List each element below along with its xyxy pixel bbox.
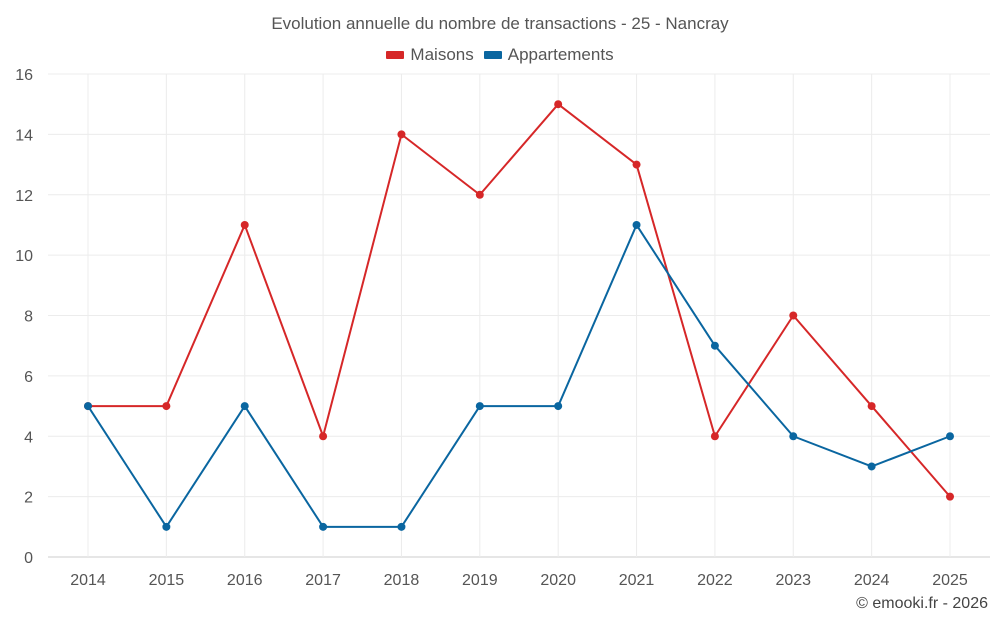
y-tick-label: 12 (15, 188, 33, 205)
credit: © emooki.fr - 2026 (856, 595, 988, 612)
data-point-appartements (84, 402, 92, 411)
x-tick-label: 2021 (619, 572, 655, 589)
data-point-maisons (946, 492, 954, 501)
y-tick-label: 14 (15, 127, 33, 144)
grid (48, 73, 990, 558)
x-tick-label: 2020 (540, 572, 576, 589)
y-tick-label: 6 (24, 369, 33, 386)
data-point-appartements (240, 402, 249, 411)
chart-title: Evolution annuelle du nombre de transact… (271, 14, 729, 33)
series-line-maisons (88, 103, 951, 498)
data-point-maisons (162, 402, 171, 411)
legend-item-maisons[interactable]: Maisons (386, 45, 474, 65)
legend: Maisons Appartements (0, 45, 1000, 65)
data-point-appartements (475, 402, 484, 411)
data-point-maisons (710, 432, 719, 441)
y-tick-label: 0 (24, 550, 33, 567)
y-tick-label: 4 (24, 429, 33, 446)
data-point-appartements (397, 522, 406, 531)
legend-swatch-appartements (483, 51, 502, 59)
y-tick-label: 10 (15, 248, 33, 265)
data-point-appartements (946, 432, 954, 441)
data-point-maisons (632, 160, 641, 169)
data-point-maisons (475, 190, 484, 199)
data-point-maisons (397, 130, 406, 139)
x-tick-label: 2018 (384, 572, 420, 589)
x-tick-label: 2025 (932, 572, 968, 589)
y-tick-label: 2 (24, 490, 33, 507)
x-tick-label: 2024 (854, 572, 890, 589)
x-tick-label: 2022 (697, 572, 733, 589)
data-point-appartements (867, 462, 876, 471)
data-point-maisons (867, 402, 876, 411)
data-point-appartements (632, 220, 641, 229)
legend-swatch-maisons (386, 51, 405, 59)
legend-label-maisons: Maisons (410, 45, 474, 64)
data-point-appartements (710, 341, 719, 350)
legend-item-appartements[interactable]: Appartements (483, 45, 614, 65)
axes: 0 2 4 6 8 10 12 14 16 2014 2015 2016 2017 2018 2019 202… (15, 67, 968, 589)
y-tick-label: 8 (24, 309, 33, 326)
data-point-appartements (554, 402, 563, 411)
series-layer (84, 100, 954, 531)
data-point-maisons (789, 311, 798, 320)
data-point-appartements (789, 432, 798, 441)
data-point-maisons (554, 100, 563, 109)
x-tick-label: 2023 (775, 572, 811, 589)
series-line-appartements (87, 223, 951, 528)
x-tick-label: 2014 (70, 572, 106, 589)
x-tick-label: 2017 (305, 572, 341, 589)
x-tick-label: 2015 (149, 572, 185, 589)
data-point-appartements (319, 522, 328, 531)
x-tick-label: 2016 (227, 572, 263, 589)
data-point-maisons (319, 432, 328, 441)
x-tick-label: 2019 (462, 572, 498, 589)
data-point-maisons (240, 220, 249, 229)
legend-label-appartements: Appartements (507, 45, 614, 64)
y-tick-label: 16 (15, 67, 33, 84)
data-point-appartements (162, 522, 171, 531)
